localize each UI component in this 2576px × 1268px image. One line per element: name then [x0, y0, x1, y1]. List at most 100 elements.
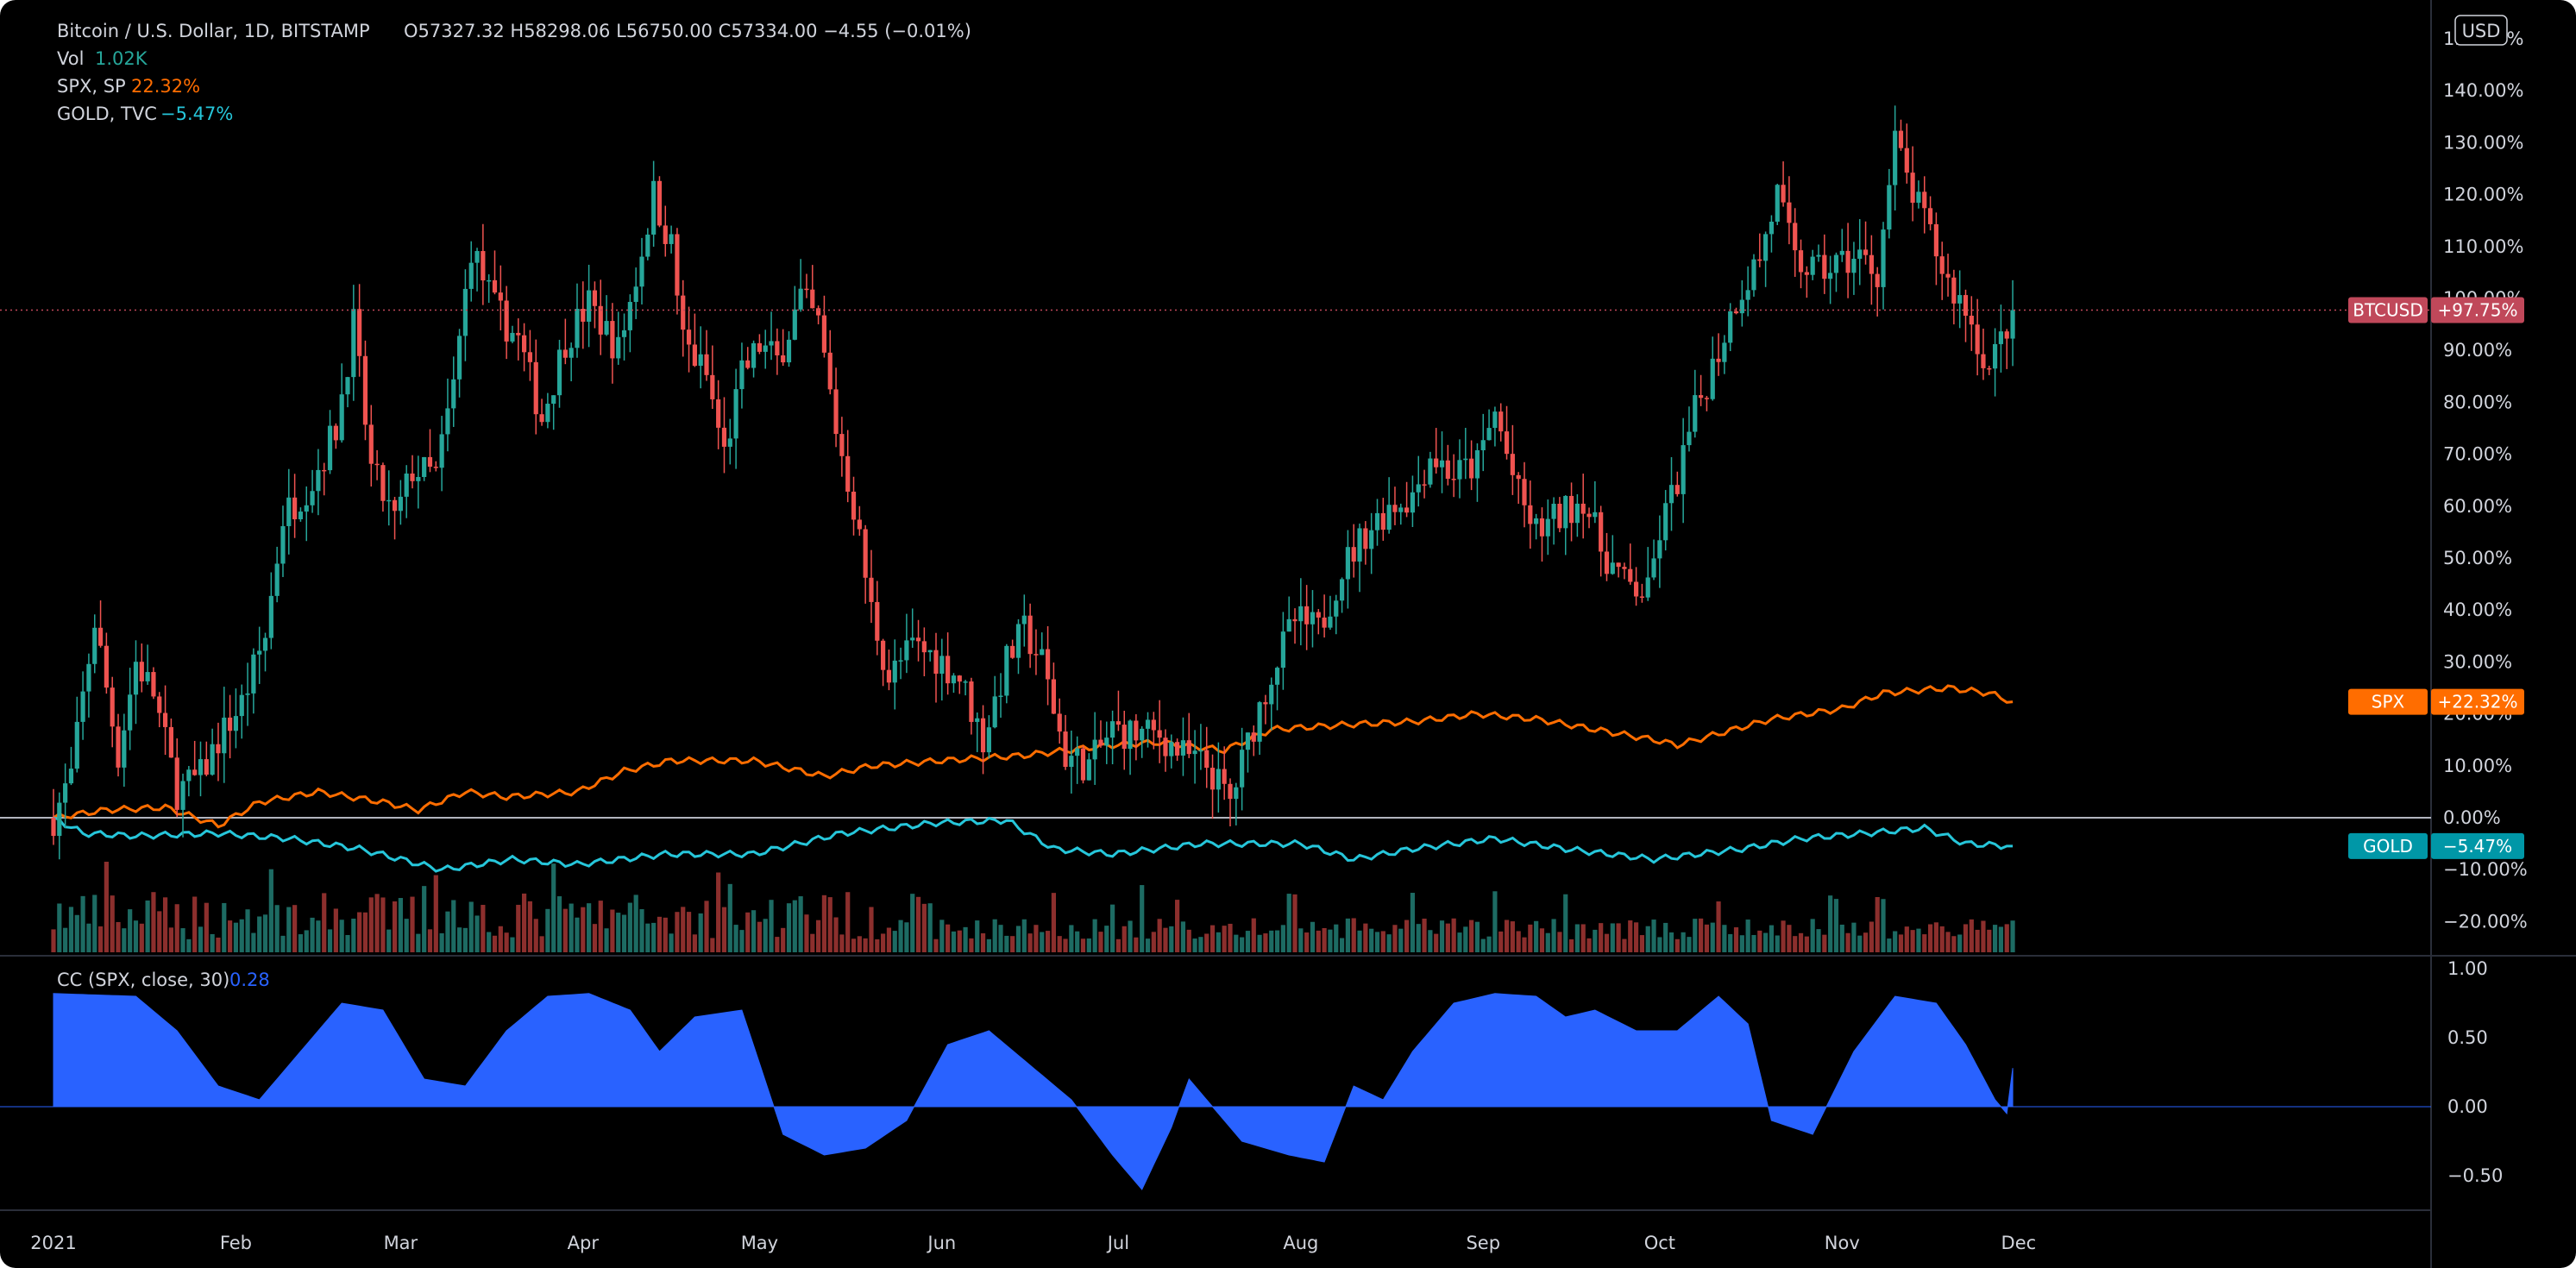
candle-body[interactable] [445, 408, 450, 435]
candle-body[interactable] [1034, 654, 1039, 656]
legend-gold-label[interactable]: GOLD, TVC [57, 104, 157, 124]
candle-body[interactable] [1492, 411, 1498, 429]
candle-body[interactable] [522, 335, 527, 353]
candle-body[interactable] [587, 290, 592, 322]
candle-body[interactable] [1304, 606, 1310, 625]
candle-body[interactable] [327, 425, 333, 471]
candle-body[interactable] [663, 225, 668, 244]
candle-body[interactable] [845, 455, 851, 493]
candle-body[interactable] [292, 497, 298, 519]
candle-body[interactable] [1580, 503, 1586, 514]
candle-body[interactable] [881, 640, 886, 670]
candle-body[interactable] [1263, 702, 1268, 705]
candle-body[interactable] [380, 465, 386, 501]
candle-body[interactable] [1169, 742, 1174, 756]
candle-body[interactable] [233, 716, 239, 731]
currency-button-label[interactable]: USD [2462, 21, 2501, 41]
candle-body[interactable] [1922, 191, 1927, 209]
candle-body[interactable] [863, 529, 868, 578]
candle-body[interactable] [133, 662, 139, 695]
candle-body[interactable] [1186, 740, 1191, 755]
candle-body[interactable] [1086, 759, 1091, 781]
candle-body[interactable] [1316, 612, 1321, 618]
candle-body[interactable] [210, 744, 215, 775]
time-axis-labels[interactable]: 2021 Feb Mar Apr May Jun Jul Aug Sep Oct Nov Dec [30, 1233, 2036, 1253]
candle-body[interactable] [222, 717, 227, 754]
candle-body[interactable] [1140, 728, 1145, 741]
candle-body[interactable] [980, 718, 986, 753]
candle-body[interactable] [1298, 606, 1304, 622]
legend[interactable]: Bitcoin / U.S. Dollar, 1D, BITSTAMP O573… [57, 21, 971, 990]
candle-body[interactable] [739, 360, 745, 390]
candle-body[interactable] [1933, 223, 1938, 257]
candle-body[interactable] [1639, 596, 1644, 598]
candle-body[interactable] [1157, 730, 1162, 738]
candle-body[interactable] [145, 672, 150, 681]
candle-body[interactable] [333, 425, 338, 441]
candle-body[interactable] [816, 308, 821, 316]
candle-body[interactable] [162, 712, 168, 727]
candle-body[interactable] [910, 637, 915, 641]
candle-body[interactable] [1733, 311, 1739, 314]
candle-body[interactable] [427, 456, 433, 468]
candle-body[interactable] [545, 404, 550, 423]
candle-body[interactable] [1927, 208, 1933, 224]
legend-vol-label[interactable]: Vol [57, 48, 84, 69]
candle-body[interactable] [116, 726, 121, 768]
candle-body[interactable] [727, 438, 732, 447]
candle-body[interactable] [1328, 616, 1333, 628]
candle-body[interactable] [257, 650, 262, 655]
candle-body[interactable] [1551, 504, 1556, 519]
candle-body[interactable] [1563, 495, 1568, 529]
candle-body[interactable] [1451, 479, 1456, 480]
candle-body[interactable] [504, 300, 509, 342]
candle-body[interactable] [322, 469, 327, 472]
candle-body[interactable] [1651, 558, 1656, 578]
candle-body[interactable] [1757, 259, 1762, 261]
candle-body[interactable] [357, 309, 362, 356]
candle-body[interactable] [1516, 474, 1521, 480]
candle-body[interactable] [1781, 185, 1786, 203]
candle-body[interactable] [1945, 273, 1951, 278]
candle-body[interactable] [122, 730, 127, 768]
candle-body[interactable] [963, 681, 968, 683]
candle-body[interactable] [498, 292, 503, 301]
candle-body[interactable] [439, 434, 444, 468]
candle-body[interactable] [556, 349, 562, 396]
candle-body[interactable] [1804, 272, 1809, 275]
candle-body[interactable] [1004, 645, 1009, 696]
candle-body[interactable] [1286, 618, 1291, 632]
candle-body[interactable] [1092, 739, 1097, 760]
candle-body[interactable] [1163, 738, 1168, 756]
candle-body[interactable] [1369, 530, 1374, 549]
candle-body[interactable] [581, 309, 586, 322]
candle-body[interactable] [1339, 579, 1345, 601]
candle-body[interactable] [1787, 202, 1792, 223]
candle-body[interactable] [1334, 600, 1339, 617]
candle-body[interactable] [1021, 615, 1027, 625]
candle-body[interactable] [1663, 503, 1668, 541]
candle-body[interactable] [1269, 684, 1274, 705]
candle-body[interactable] [1398, 507, 1404, 512]
candle-body[interactable] [386, 499, 392, 502]
candle-body[interactable] [1045, 649, 1051, 680]
candle-body[interactable] [1122, 725, 1127, 750]
candle-body[interactable] [80, 691, 85, 722]
candle-body[interactable] [1657, 540, 1662, 559]
candle-body[interactable] [251, 654, 256, 694]
candle-body[interactable] [1234, 787, 1239, 800]
candle-body[interactable] [833, 389, 839, 435]
candle-body[interactable] [1428, 458, 1433, 485]
candle-body[interactable] [198, 759, 204, 775]
candle-body[interactable] [1910, 173, 1915, 204]
candle-body[interactable] [180, 781, 185, 810]
candle-body[interactable] [97, 627, 104, 646]
candle-body[interactable] [1027, 615, 1033, 655]
candle-body[interactable] [1374, 512, 1380, 530]
candle-body[interactable] [1115, 721, 1122, 725]
candle-body[interactable] [1063, 731, 1068, 768]
candle-body[interactable] [1357, 528, 1362, 562]
candle-body[interactable] [516, 332, 521, 336]
candle-body[interactable] [786, 339, 792, 363]
